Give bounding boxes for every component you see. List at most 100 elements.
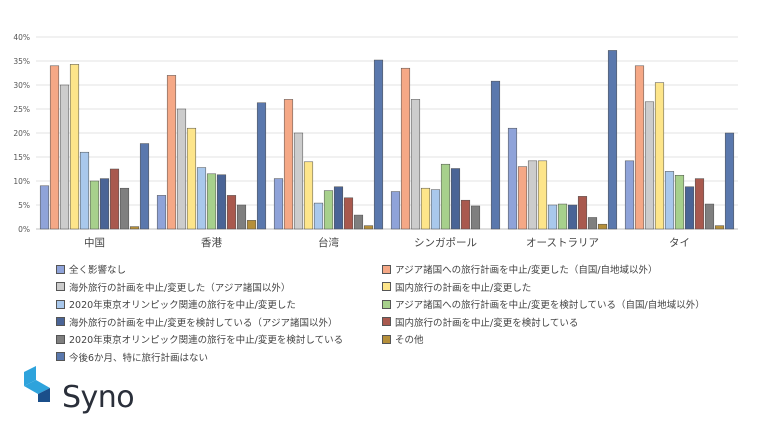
bar — [507, 127, 518, 230]
y-tick-label: 5% — [18, 201, 30, 210]
bar — [313, 202, 324, 230]
legend-item: 海外旅行の計画を中止/変更を検討している（アジア諸国以外） — [56, 315, 338, 329]
bar — [694, 178, 705, 230]
legend-item: 国内旅行の計画を中止/変更した — [382, 280, 531, 294]
bar — [460, 199, 471, 230]
bar — [537, 160, 548, 230]
legend-item: 全く影響なし — [56, 262, 126, 276]
bar — [547, 204, 558, 230]
bar — [373, 59, 384, 230]
legend-label: 今後6か月、特に旅行計画はない — [69, 352, 209, 364]
legend-swatch — [382, 334, 391, 344]
legend-item: その他 — [382, 332, 424, 346]
bar — [226, 195, 237, 230]
bar — [353, 214, 364, 230]
bar — [420, 187, 431, 230]
bar — [49, 65, 60, 230]
x-tick-label: 中国 — [84, 236, 105, 249]
legend-swatch — [382, 299, 391, 309]
bar — [206, 173, 217, 230]
bar — [129, 226, 140, 230]
bar — [624, 160, 635, 230]
bar — [557, 203, 568, 230]
legend-item: アジア諸国への旅行計画を中止/変更した（自国/自地域以外） — [382, 262, 658, 276]
y-tick-label: 40% — [13, 33, 30, 42]
bar — [283, 99, 294, 230]
bar — [69, 64, 80, 230]
legend-swatch — [56, 299, 65, 309]
bar — [246, 220, 257, 230]
legend-label: その他 — [395, 335, 424, 346]
y-tick-label: 30% — [13, 81, 30, 90]
legend-label: アジア諸国への旅行計画を中止/変更を検討している（自国/自地域以外） — [395, 300, 705, 311]
bar — [390, 191, 401, 230]
legend-swatch — [56, 334, 65, 344]
legend-label: 海外旅行の計画を中止/変更した（アジア諸国以外） — [69, 282, 291, 294]
y-tick-label: 35% — [13, 57, 30, 66]
bar — [567, 204, 578, 230]
bar — [644, 101, 655, 230]
bar-chart: 0% 5% 10% 15% 20% 25% 30% 35% 40% 中国 香港 台湾 シンガポール オース… — [13, 33, 738, 249]
legend-item: 国内旅行の計画を中止/変更を検討している — [382, 315, 578, 329]
legend-label: 海外旅行の計画を中止/変更を検討している（アジア諸国以外） — [69, 317, 338, 329]
bar — [216, 174, 227, 230]
bar — [166, 75, 177, 230]
bar — [400, 67, 411, 230]
legend-swatch — [56, 282, 65, 291]
bar — [333, 186, 344, 230]
bar — [79, 151, 90, 230]
bar — [119, 187, 130, 230]
bar — [39, 185, 50, 230]
bar — [714, 225, 725, 230]
x-tick-label: 台湾 — [318, 236, 339, 249]
bar — [256, 102, 267, 230]
bar — [196, 167, 207, 230]
bar — [517, 166, 528, 230]
legend-label: 2020年東京オリンピック関連の旅行を中止/変更を検討している — [69, 335, 344, 346]
legend-item: アジア諸国への旅行計画を中止/変更を検討している（自国/自地域以外） — [382, 297, 705, 311]
bar — [89, 180, 100, 230]
legend-swatch — [382, 264, 391, 274]
bar — [363, 225, 374, 230]
bar — [654, 82, 665, 230]
legend-swatch — [382, 282, 391, 291]
bar — [577, 196, 588, 230]
bar — [597, 223, 608, 230]
legend-label: 国内旅行の計画を中止/変更した — [395, 282, 532, 294]
legend-label: 2020年東京オリンピック関連の旅行を中止/変更した — [69, 300, 296, 311]
y-tick-label: 15% — [13, 153, 30, 162]
x-tick-label: タイ — [669, 237, 690, 249]
bar — [450, 168, 461, 230]
bar — [109, 168, 120, 230]
bar — [236, 204, 247, 230]
bar — [156, 195, 167, 230]
x-tick-label: 香港 — [201, 237, 222, 249]
bar — [490, 80, 501, 230]
bar — [704, 203, 715, 230]
bar — [293, 132, 304, 230]
legend-swatch — [382, 317, 391, 326]
y-tick-label: 0% — [18, 225, 30, 234]
syno-logo-text: Syno — [62, 380, 135, 415]
syno-logo-mark — [24, 366, 50, 402]
bar — [410, 99, 421, 230]
bar — [186, 127, 197, 230]
bar — [273, 178, 284, 230]
bar — [343, 197, 354, 230]
syno-logo: Syno — [24, 366, 135, 422]
bar — [440, 163, 451, 230]
bar — [59, 84, 70, 230]
y-tick-label: 20% — [13, 129, 30, 138]
legend-item: 海外旅行の計画を中止/変更した（アジア諸国以外） — [56, 280, 290, 294]
bar — [587, 217, 598, 230]
bar — [303, 161, 314, 230]
bar — [527, 160, 538, 230]
legend-label: 国内旅行の計画を中止/変更を検討している — [395, 317, 579, 329]
bar — [607, 50, 618, 230]
bar — [674, 174, 685, 230]
legend-item: 2020年東京オリンピック関連の旅行を中止/変更した — [56, 297, 296, 311]
bar — [176, 108, 187, 230]
bar — [323, 190, 334, 230]
legend-label: アジア諸国への旅行計画を中止/変更した（自国/自地域以外） — [395, 265, 658, 276]
y-tick-label: 10% — [13, 177, 30, 186]
